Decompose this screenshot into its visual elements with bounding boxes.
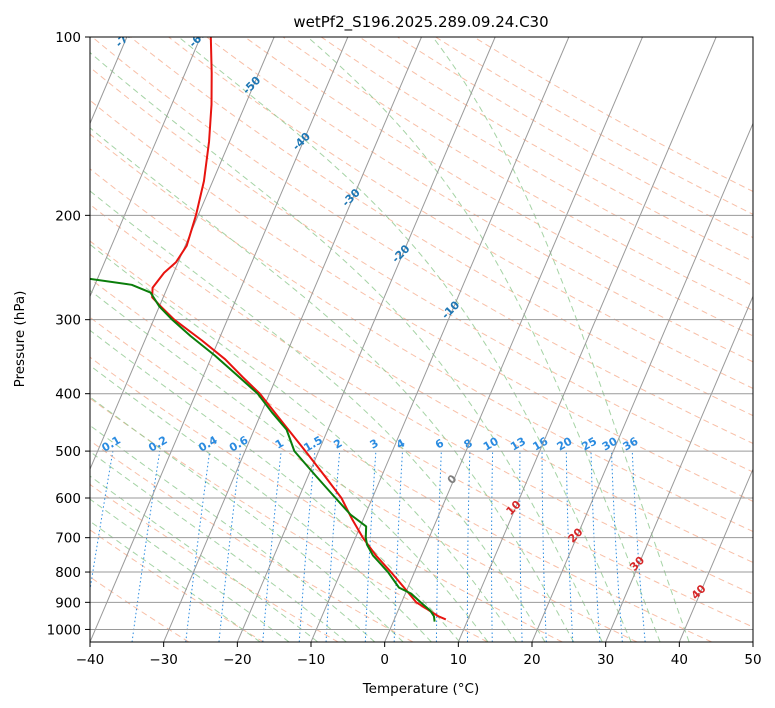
x-tick-label: −20 <box>223 652 252 668</box>
isotherm-line <box>90 37 349 642</box>
dry-adiabat-line <box>130 37 753 417</box>
y-tick-label: 500 <box>55 444 81 460</box>
mixing-ratio-line <box>298 451 316 642</box>
moist-adiabat-line <box>90 289 489 642</box>
dry-adiabat-line <box>90 316 638 642</box>
dry-adiabat-line <box>90 168 753 563</box>
x-tick-label: 20 <box>523 652 540 668</box>
x-tick-label: −10 <box>297 652 326 668</box>
moist-adiabat-line <box>90 475 319 642</box>
mixing-ratio-line <box>185 451 211 642</box>
moist-adiabat-line <box>178 37 632 642</box>
y-tick-label: 200 <box>55 208 81 224</box>
x-tick-label: 50 <box>744 652 761 668</box>
y-tick-label: 400 <box>55 387 81 403</box>
isotherm-line <box>310 37 570 642</box>
dry-adiabat-line <box>168 37 753 389</box>
moist-adiabats <box>90 37 690 642</box>
dry-adiabat-line <box>90 483 339 642</box>
dewpoint-profile-line <box>90 277 436 622</box>
x-tick-label: 10 <box>450 652 467 668</box>
moist-adiabat-line <box>432 37 690 642</box>
isotherm-line <box>163 37 422 642</box>
isotherm-line <box>531 122 753 642</box>
y-tick-label: 300 <box>55 313 81 329</box>
isotherm-line <box>678 467 753 642</box>
moist-adiabat-line <box>90 51 603 642</box>
moist-adiabat-line <box>90 329 461 642</box>
isotherm-line <box>90 37 275 471</box>
moist-adiabat-line <box>90 396 404 642</box>
dry-adiabat-line <box>90 356 563 642</box>
x-axis: −40 −30 −20 −10 0 10 20 30 40 50 <box>76 642 762 668</box>
dry-adiabat-line <box>90 440 414 642</box>
moist-adiabat-line <box>90 127 575 642</box>
isotherm-line <box>457 37 717 642</box>
y-tick-label: 100 <box>55 30 81 46</box>
y-tick-label: 1000 <box>47 622 81 638</box>
x-tick-label: 30 <box>597 652 614 668</box>
y-axis: 1000 900 800 700 600 500 400 300 200 100 <box>47 30 90 638</box>
isotherm-line <box>90 37 201 298</box>
moist-adiabat-line <box>90 498 290 642</box>
moist-adiabat-line <box>307 37 661 642</box>
chart-title: wetPf2_S196.2025.289.09.24.C30 <box>293 13 548 32</box>
y-tick-label: 700 <box>55 531 81 547</box>
y-axis-label: Pressure (hPa) <box>12 291 28 388</box>
moist-adiabat-line <box>90 424 376 642</box>
plot-frame <box>89 36 754 643</box>
dry-adiabat-line <box>206 37 753 363</box>
x-tick-label: −40 <box>76 652 105 668</box>
y-tick-label: 900 <box>55 595 81 611</box>
mixing-ratio-line <box>90 451 114 593</box>
y-tick-label: 800 <box>55 565 81 581</box>
x-tick-label: 40 <box>671 652 688 668</box>
y-tick-label: 600 <box>55 491 81 507</box>
dry-adiabat-line <box>90 66 753 473</box>
sounding-series <box>90 37 447 622</box>
isotherm-line <box>384 37 643 642</box>
x-axis-label: Temperature (°C) <box>362 681 480 697</box>
moist-adiabat-line <box>90 243 517 642</box>
isobars <box>90 37 753 630</box>
x-tick-label: 0 <box>380 652 389 668</box>
mixing-ratio-line <box>262 451 282 642</box>
dry-adiabat-line <box>90 133 753 533</box>
x-tick-label: −30 <box>149 652 178 668</box>
isotherm-line <box>605 295 753 642</box>
mixing-ratio-line <box>218 451 242 642</box>
dry-adiabat-line <box>91 37 753 445</box>
moist-adiabat-line <box>90 520 261 642</box>
moist-adiabat-line <box>90 364 432 642</box>
dry-adiabat-line <box>90 240 753 628</box>
dry-adiabat-line <box>90 203 753 595</box>
isotherm-line <box>236 37 496 642</box>
temperature-profile-line <box>151 37 447 621</box>
